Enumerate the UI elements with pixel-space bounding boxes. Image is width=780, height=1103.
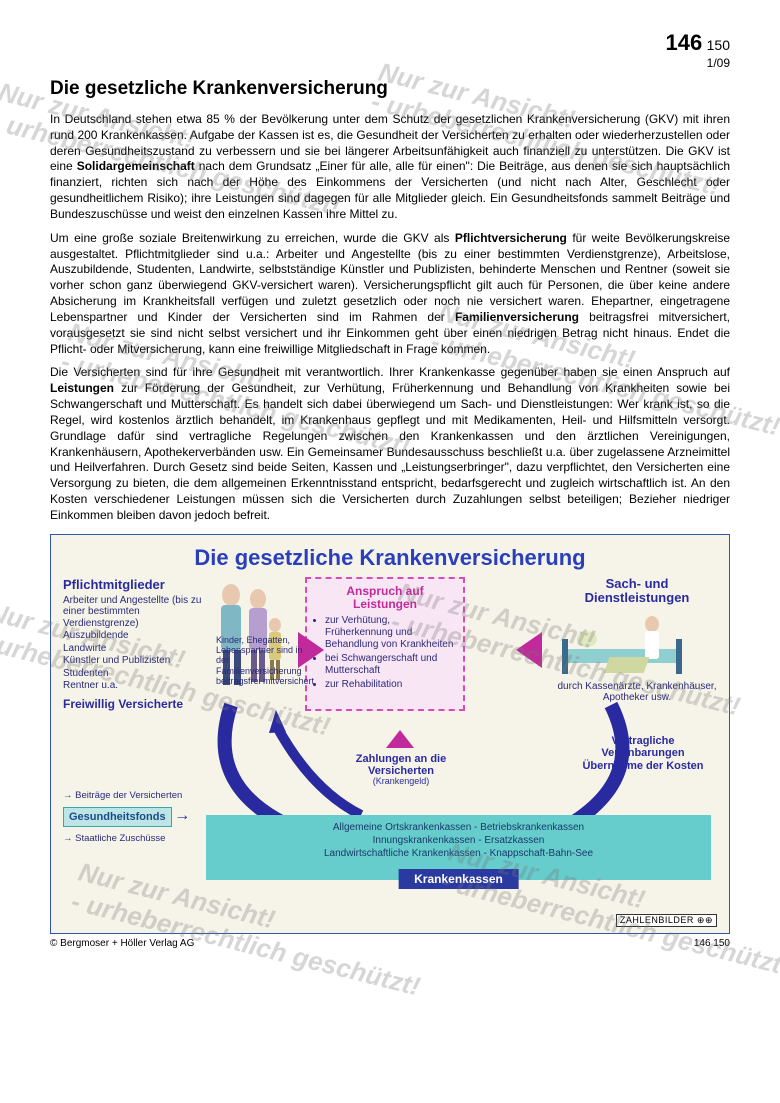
zahlenbilder-badge: ZAHLENBILDER ⊕⊕: [616, 914, 717, 927]
right-column: Sach- und Dienstleistungen durch Kassenä…: [557, 577, 717, 711]
logo-icon: ⊕⊕: [697, 915, 713, 925]
list-item: Arbeiter und Angestellte (bis zu einer b…: [63, 595, 213, 630]
pflicht-heading: Pflichtmitglieder: [63, 577, 213, 592]
list-item: zur Verhütung, Früherkennung und Behandl…: [325, 615, 455, 651]
freiwillig-heading: Freiwillig Versicherte: [63, 698, 213, 711]
kassen-line: Allgemeine Ortskrankenkassen - Betriebsk…: [214, 821, 703, 834]
header-numbers: 146 150 1/09: [50, 30, 730, 70]
bold-text: Familienversicherung: [455, 310, 579, 324]
arrow-left-icon: [516, 632, 542, 668]
bold-text: Leistungen: [50, 381, 114, 395]
pflicht-list: Arbeiter und Angestellte (bis zu einer b…: [63, 595, 213, 692]
paragraph-2: Um eine große soziale Breitenwirkung zu …: [50, 231, 730, 358]
beitraege-label: → Beiträge der Versicherten: [63, 790, 193, 801]
page: 146 150 1/09 Die gesetzliche Krankenvers…: [0, 0, 780, 1103]
left-column: Pflichtmitglieder Arbeiter und Angestell…: [63, 577, 213, 711]
page-title: Die gesetzliche Krankenversicherung: [50, 78, 730, 100]
vertrag-line2: Übernahme der Kosten: [573, 760, 713, 773]
fonds-area: → Beiträge der Versicherten Gesundheitsf…: [63, 790, 193, 848]
kassen-line: Landwirtschaftliche Krankenkassen - Knap…: [214, 847, 703, 860]
diagram-container: Die gesetzliche Krankenversicherung Pfli…: [50, 534, 730, 934]
list-item: Landwirte: [63, 643, 213, 655]
vertrag-label: Vertragliche Vereinbarungen Übernahme de…: [573, 735, 713, 773]
paragraph-1: In Deutschland stehen etwa 85 % der Bevö…: [50, 112, 730, 223]
zuschuesse-label: → Staatliche Zuschüsse: [63, 833, 193, 844]
kassen-label: Krankenkassen: [398, 869, 519, 889]
kassen-block: Allgemeine Ortskrankenkassen - Betriebsk…: [206, 815, 711, 885]
page-number-sub: 150: [707, 37, 730, 53]
zahlungen-label: Zahlungen an die Versicherten (Krankenge…: [331, 753, 471, 787]
paragraph-3: Die Versicherten sind für ihre Gesundhei…: [50, 365, 730, 523]
diagram-top-row: Pflichtmitglieder Arbeiter und Angestell…: [63, 577, 717, 711]
hospital-bed-icon: [557, 609, 697, 679]
footer-code: 146 150: [694, 938, 730, 949]
bold-text: Solidargemeinschaft: [77, 159, 195, 173]
copyright: © Bergmoser + Höller Verlag AG: [50, 938, 194, 949]
footer: © Bergmoser + Höller Verlag AG 146 150: [50, 938, 730, 949]
center-title: Anspruch auf Leistungen: [315, 585, 455, 611]
page-number-main: 146: [665, 30, 702, 55]
bold-text: Pflichtversicherung: [455, 231, 567, 245]
arrow-up-icon: [386, 730, 414, 748]
diagram-title: Die gesetzliche Krankenversicherung: [63, 545, 717, 571]
list-item: Künstler und Publizisten: [63, 655, 213, 667]
center-list: zur Verhütung, Früherkennung und Behandl…: [315, 615, 455, 691]
text: Die Versicherten sind für ihre Gesundhei…: [50, 365, 730, 379]
list-item: Studenten: [63, 668, 213, 680]
zahlungen-sub: (Krankengeld): [331, 777, 471, 787]
kassen-line: Innungskrankenkassen - Ersatzkassen: [214, 834, 703, 847]
text: zur Förderung der Gesundheit, zur Verhüt…: [50, 381, 730, 522]
list-item: Rentner u.a.: [63, 680, 213, 692]
text: Staatliche Zuschüsse: [75, 833, 165, 844]
right-note: durch Kassenärzte, Krankenhäuser, Apothe…: [557, 681, 717, 703]
text: Um eine große soziale Breitenwirkung zu …: [50, 231, 455, 245]
sach-heading: Sach- und Dienstleistungen: [557, 577, 717, 606]
list-item: Auszubildende: [63, 630, 213, 642]
center-box: Anspruch auf Leistungen zur Verhütung, F…: [305, 577, 465, 711]
list-item: zur Rehabilitation: [325, 679, 455, 691]
badge-text: ZAHLENBILDER: [620, 915, 694, 925]
fonds-box: Gesundheitsfonds: [63, 807, 172, 827]
vertrag-line1: Vertragliche Vereinbarungen: [573, 735, 713, 760]
zahlungen-title: Zahlungen an die Versicherten: [356, 753, 446, 777]
page-date: 1/09: [50, 56, 730, 70]
family-note: Kinder, Ehegatten, Lebenspartner sind in…: [216, 635, 316, 687]
list-item: bei Schwangerschaft und Mutterschaft: [325, 653, 455, 677]
text: Beiträge der Versicherten: [75, 790, 182, 801]
